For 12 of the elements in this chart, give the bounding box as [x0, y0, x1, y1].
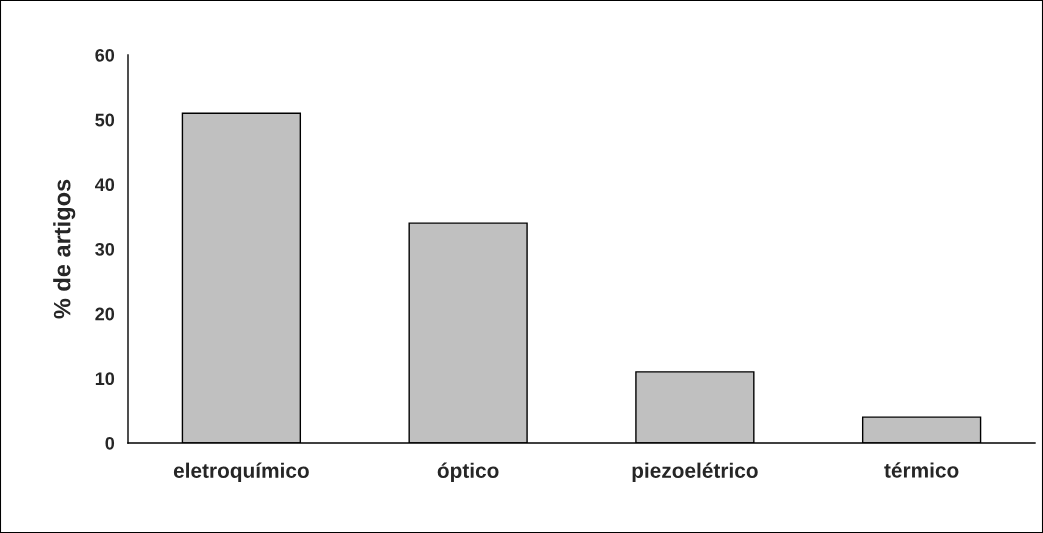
x-tick-label: óptico [437, 462, 499, 483]
y-tick-label: 50 [95, 113, 115, 127]
y-tick-label: 40 [95, 178, 115, 192]
y-tick-label: 0 [105, 436, 115, 450]
x-tick-label: térmico [884, 462, 959, 478]
x-tick-label: piezoelétrico [632, 462, 758, 483]
y-tick-label: 30 [95, 242, 115, 256]
y-tick-label: 60 [95, 48, 115, 62]
y-tick-label: 10 [95, 372, 115, 386]
x-tick-label: eletroquímico [173, 462, 309, 483]
y-tick-label: 20 [95, 307, 115, 321]
y-axis-title: % de artigos [53, 179, 76, 319]
